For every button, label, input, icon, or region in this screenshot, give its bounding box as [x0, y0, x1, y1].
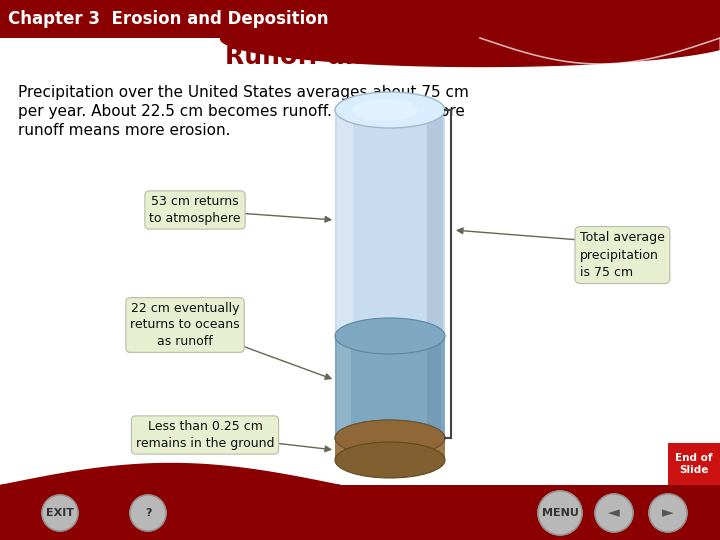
Text: 22 cm eventually
returns to oceans
as runoff: 22 cm eventually returns to oceans as ru… [130, 302, 240, 348]
Ellipse shape [335, 92, 445, 128]
Text: Chapter 3  Erosion and Deposition: Chapter 3 Erosion and Deposition [8, 10, 328, 28]
Text: EXIT: EXIT [46, 508, 74, 518]
Ellipse shape [335, 318, 445, 354]
Text: Total average
precipitation
is 75 cm: Total average precipitation is 75 cm [580, 232, 665, 279]
Text: 53 cm returns
to atmosphere: 53 cm returns to atmosphere [149, 195, 240, 225]
Text: MENU: MENU [541, 508, 578, 518]
Bar [427, 336, 441, 438]
Text: Precipitation over the United States averages about 75 cm: Precipitation over the United States ave… [18, 85, 469, 100]
Text: ►: ► [662, 505, 674, 521]
Text: ◄: ◄ [608, 505, 620, 521]
Ellipse shape [352, 99, 418, 121]
Ellipse shape [335, 442, 445, 478]
Ellipse shape [335, 420, 445, 456]
Text: Runoff and Erosion: Runoff and Erosion [225, 45, 495, 69]
Bar [0, 0, 720, 38]
Text: per year. About 22.5 cm becomes runoff.  Generally, more: per year. About 22.5 cm becomes runoff. … [18, 104, 465, 119]
Bar [335, 110, 445, 460]
Bar [427, 110, 443, 460]
Circle shape [595, 494, 633, 532]
Text: Less than 0.25 cm
remains in the ground: Less than 0.25 cm remains in the ground [136, 420, 274, 450]
Bar [335, 336, 445, 438]
Bar [337, 110, 353, 460]
Bar [337, 336, 351, 438]
Text: End of
Slide: End of Slide [675, 453, 713, 475]
Bar [335, 438, 445, 460]
Bar [0, 485, 720, 540]
Bar [668, 443, 720, 485]
Ellipse shape [335, 420, 445, 456]
Circle shape [538, 491, 582, 535]
Text: runoff means more erosion.: runoff means more erosion. [18, 123, 230, 138]
Circle shape [649, 494, 687, 532]
Circle shape [42, 495, 78, 531]
Text: ?: ? [145, 508, 151, 518]
Circle shape [130, 495, 166, 531]
